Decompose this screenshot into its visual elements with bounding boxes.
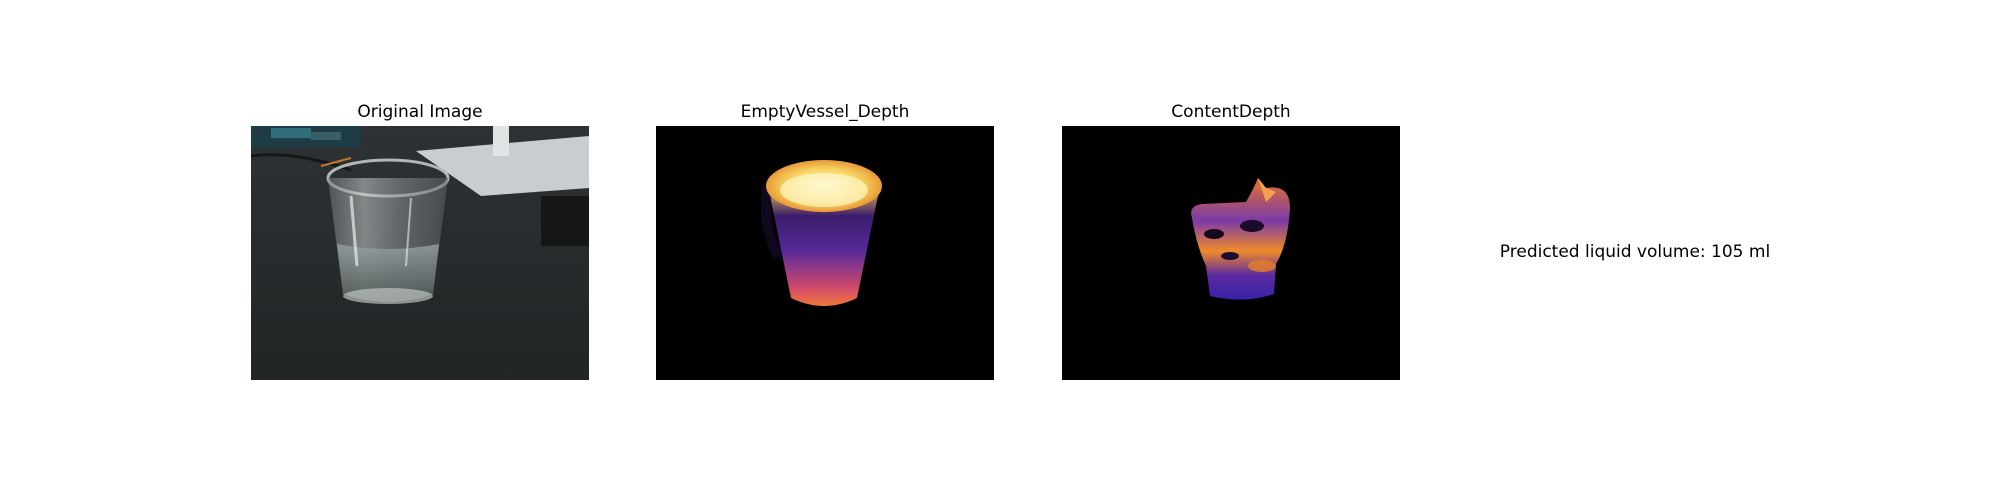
original-image-panel [251,126,589,380]
empty-vessel-depth-map [656,126,994,380]
predicted-volume-text: Predicted liquid volume: 105 ml [1499,242,1771,262]
content-depth-map [1062,126,1400,380]
content-depth-title: ContentDepth [1171,102,1291,122]
content-depth-panel [1062,126,1400,380]
empty-vessel-depth-panel [656,126,994,380]
empty-vessel-depth-title: EmptyVessel_Depth [740,102,910,122]
original-image-title: Original Image [357,102,483,122]
original-photo [251,126,589,380]
